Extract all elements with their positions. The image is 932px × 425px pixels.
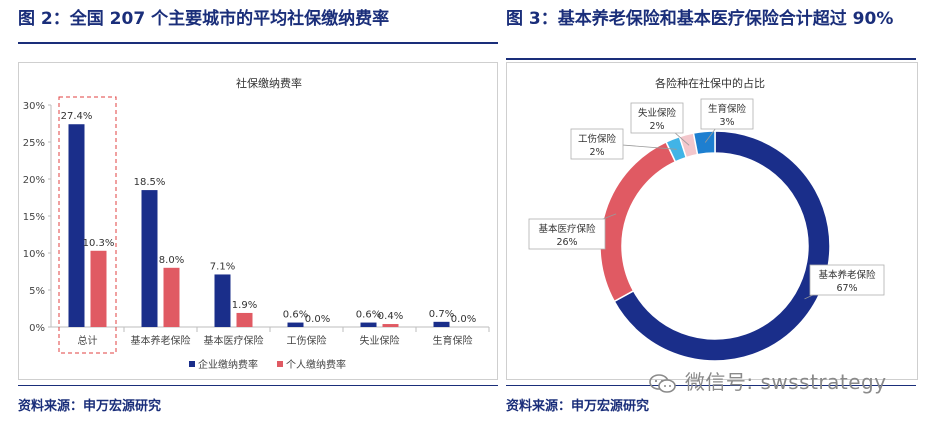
bar-company	[287, 322, 304, 327]
bar-value-label: 0.0%	[305, 314, 330, 325]
wechat-icon	[649, 373, 676, 393]
callout-box	[630, 102, 684, 134]
bar-value-label: 0.6%	[283, 310, 308, 321]
slice-value: 2%	[649, 121, 664, 132]
callout-box	[809, 264, 885, 296]
figure-3-title: 图 3：基本养老保险和基本医疗保险合计超过 90%	[506, 9, 894, 29]
slice-value: 67%	[836, 283, 857, 294]
bar-value-label: 8.0%	[159, 255, 184, 266]
highlight-box	[58, 96, 117, 354]
x-tick-label: 生育保险	[433, 334, 473, 347]
slice-value: 2%	[589, 147, 604, 158]
slice-label: 基本养老保险	[818, 269, 876, 281]
callout-box	[528, 218, 606, 250]
bar-chart: 社保缴纳费率 0% 5% 10% 15% 20% 25% 30% 总计 27.4% 10.3% 基本…	[23, 76, 490, 371]
bar-company	[360, 322, 377, 327]
bar-personal	[382, 324, 399, 327]
source-note-right: 资料来源：申万宏源研究	[506, 399, 650, 414]
x-tick-label: 总计	[78, 334, 98, 347]
title-rule-right	[506, 58, 916, 60]
title-rule-left	[18, 42, 498, 44]
legend-label: 个人缴纳费率	[286, 358, 346, 371]
bar-value-label: 0.7%	[429, 309, 454, 320]
bar-company	[433, 321, 450, 327]
donut-slice	[692, 130, 716, 156]
x-tick-label: 失业保险	[360, 334, 400, 347]
x-tick-label: 基本医疗保险	[204, 334, 264, 347]
y-tick-label: 5%	[29, 286, 45, 297]
bar-value-label: 0.0%	[451, 314, 476, 325]
slice-label: 工伤保险	[578, 133, 617, 145]
bar-value-label: 0.4%	[378, 311, 403, 322]
bar-value-label: 7.1%	[210, 261, 235, 272]
y-tick-label: 10%	[23, 249, 45, 260]
bar-chart-title: 社保缴纳费率	[236, 76, 302, 90]
donut-slice	[599, 140, 677, 303]
bar-value-label: 0.6%	[356, 310, 381, 321]
callout-box	[700, 98, 754, 130]
donut-chart-title: 各险种在社保中的占比	[655, 76, 765, 90]
slice-label: 失业保险	[638, 107, 677, 119]
y-tick-label: 30%	[23, 101, 45, 112]
donut-chart-panel: 各险种在社保中的占比 基本养老保险 67% 基本医疗保险 26% 工伤保险 2% 失业保险 2…	[506, 62, 918, 380]
bar-company	[214, 274, 231, 327]
bar-company	[141, 190, 158, 327]
legend-label: 企业缴纳费率	[198, 358, 258, 371]
legend-swatch	[189, 361, 195, 367]
source-rule-right	[506, 385, 916, 386]
slice-value: 3%	[719, 117, 734, 128]
bar-personal	[90, 250, 107, 327]
bar-personal	[236, 312, 253, 327]
source-note-left: 资料来源：申万宏源研究	[18, 399, 162, 414]
slice-value: 26%	[556, 237, 577, 248]
bar-value-label: 27.4%	[61, 111, 93, 122]
source-rule-left	[18, 385, 498, 386]
bar-chart-panel: 社保缴纳费率 0% 5% 10% 15% 20% 25% 30% 总计 27.4% 10.3% 基本…	[18, 62, 498, 380]
y-tick-label: 0%	[29, 323, 45, 334]
legend-swatch	[277, 361, 283, 367]
callout-box	[570, 128, 624, 160]
bar-value-label: 1.9%	[232, 300, 257, 311]
slice-label: 基本医疗保险	[538, 223, 596, 235]
donut-slice	[613, 130, 831, 362]
y-tick-label: 20%	[23, 175, 45, 186]
y-tick-label: 15%	[23, 212, 45, 223]
x-tick-label: 基本养老保险	[131, 334, 191, 347]
figure-2-title: 图 2：全国 207 个主要城市的平均社保缴纳费率	[18, 9, 390, 29]
bar-company	[68, 124, 85, 327]
bar-personal	[163, 267, 180, 327]
donut-chart: 各险种在社保中的占比 基本养老保险 67% 基本医疗保险 26% 工伤保险 2% 失业保险 2…	[528, 76, 885, 362]
wechat-watermark: 微信号: swsstrategy	[648, 366, 887, 395]
slice-label: 生育保险	[708, 103, 747, 115]
bar-value-label: 10.3%	[83, 238, 115, 249]
watermark-text: 微信号: swsstrategy	[684, 370, 887, 394]
y-tick-label: 25%	[23, 138, 45, 149]
x-tick-label: 工伤保险	[287, 334, 327, 347]
bar-value-label: 18.5%	[134, 177, 166, 188]
